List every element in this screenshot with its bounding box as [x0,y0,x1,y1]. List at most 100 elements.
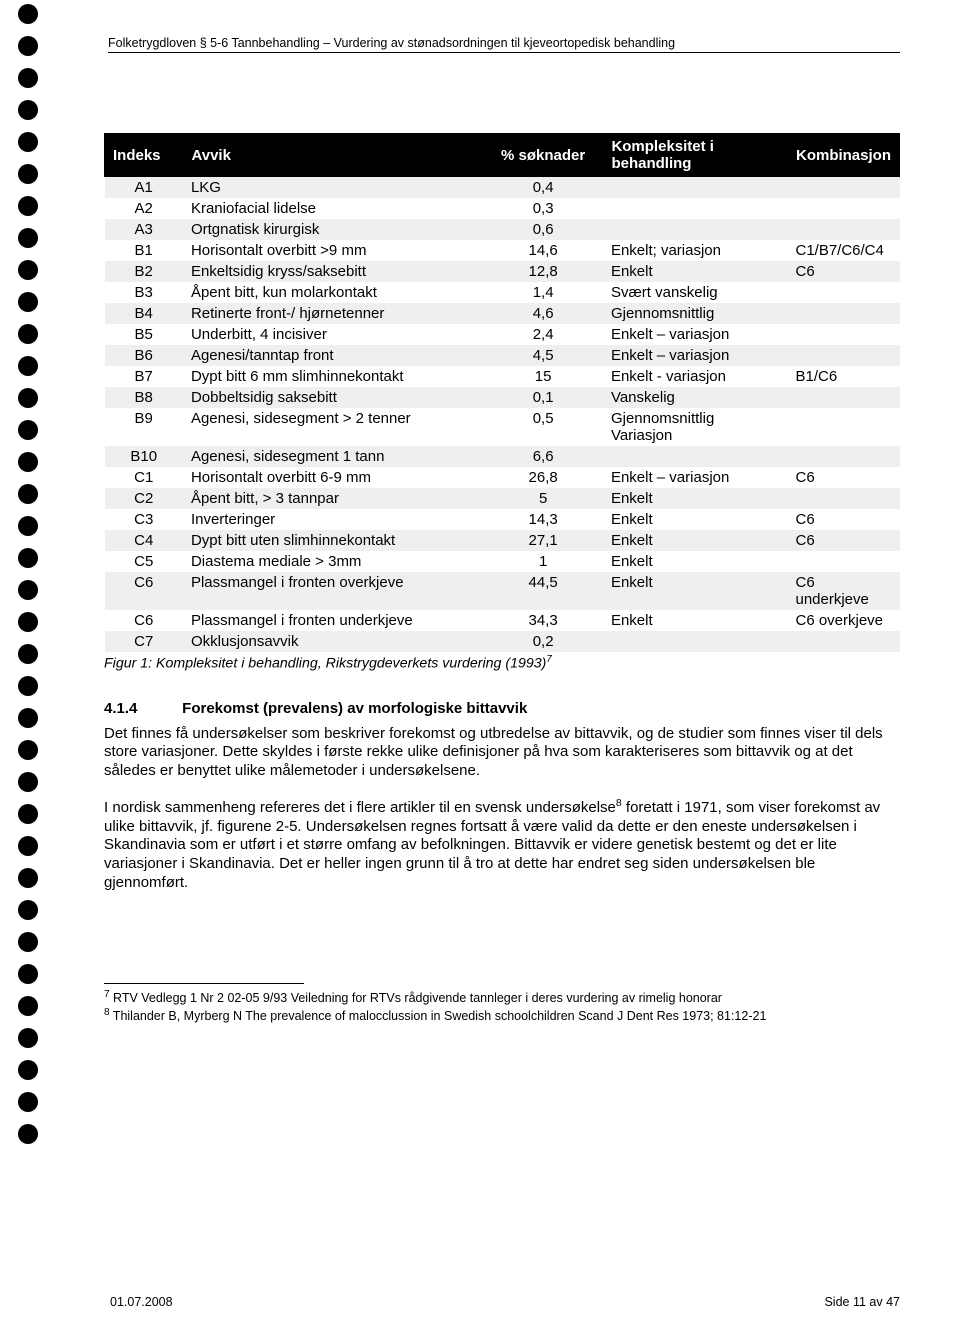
cell-avvik: Agenesi/tanntap front [183,345,483,366]
hole-punch-dot [18,964,38,984]
cell-kompleksitet: Enkelt [603,610,788,631]
table-row: B8Dobbeltsidig saksebitt0,1Vanskelig [105,387,900,408]
paragraph-1: Det finnes få undersøkelser som beskrive… [104,725,900,781]
hole-punch-dot [18,740,38,760]
th-komb: Kombinasjon [787,134,899,177]
page: Folketrygdloven § 5-6 Tannbehandling – V… [0,0,960,1343]
hole-punch-dot [18,772,38,792]
cell-kompleksitet: Enkelt [603,530,788,551]
hole-punch-dot [18,324,38,344]
hole-punch-dot [18,100,38,120]
cell-kompleksitet: Enkelt; variasjon [603,240,788,261]
cell-pct: 14,6 [483,240,603,261]
cell-indeks: C3 [105,509,183,530]
cell-kompleksitet: Enkelt [603,509,788,530]
footer-page: Side 11 av 47 [824,1295,900,1309]
table-row: B1Horisontalt overbitt >9 mm14,6Enkelt; … [105,240,900,261]
cell-kompleksitet [603,198,788,219]
figure-caption-sup: 7 [546,654,552,665]
hole-punch-dot [18,1060,38,1080]
cell-pct: 0,5 [483,408,603,446]
cell-kompleksitet: Enkelt [603,261,788,282]
th-indeks: Indeks [105,134,183,177]
cell-pct: 2,4 [483,324,603,345]
cell-kompleksitet: Enkelt [603,572,788,610]
hole-punch-dot [18,164,38,184]
hole-punch-dot [18,612,38,632]
hole-punch-dot [18,516,38,536]
th-komp: Kompleksitet i behandling [603,134,788,177]
cell-avvik: Ortgnatisk kirurgisk [183,219,483,240]
cell-kompleksitet [603,446,788,467]
footnote-8: 8 Thilander B, Myrberg N The prevalence … [104,1006,900,1024]
cell-pct: 0,1 [483,387,603,408]
cell-kombinasjon: C6 [787,261,899,282]
section-heading: 4.1.4 Forekomst (prevalens) av morfologi… [104,700,900,717]
cell-pct: 15 [483,366,603,387]
table-row: C1Horisontalt overbitt 6-9 mm26,8Enkelt … [105,467,900,488]
cell-avvik: Åpent bitt, kun molarkontakt [183,282,483,303]
hole-punch-dot [18,420,38,440]
cell-kompleksitet: Vanskelig [603,387,788,408]
cell-pct: 6,6 [483,446,603,467]
table-row: A3Ortgnatisk kirurgisk0,6 [105,219,900,240]
cell-avvik: Inverteringer [183,509,483,530]
cell-indeks: C6 [105,610,183,631]
table-row: C7Okklusjonsavvik0,2 [105,631,900,652]
cell-kombinasjon [787,345,899,366]
cell-indeks: B4 [105,303,183,324]
cell-pct: 14,3 [483,509,603,530]
cell-pct: 1,4 [483,282,603,303]
cell-kombinasjon: C6 [787,530,899,551]
cell-indeks: B6 [105,345,183,366]
hole-punch-dot [18,676,38,696]
cell-kompleksitet: Enkelt – variasjon [603,324,788,345]
cell-avvik: Okklusjonsavvik [183,631,483,652]
footnote-8-text: Thilander B, Myrberg N The prevalence of… [110,1009,767,1023]
hole-punch-dots [18,4,38,1144]
table-row: C6Plassmangel i fronten underkjeve34,3En… [105,610,900,631]
cell-kombinasjon [787,488,899,509]
hole-punch-dot [18,68,38,88]
cell-kompleksitet [603,219,788,240]
hole-punch-dot [18,196,38,216]
hole-punch-dot [18,644,38,664]
footer-date: 01.07.2008 [110,1295,173,1309]
table-row: B5Underbitt, 4 incisiver2,4Enkelt – vari… [105,324,900,345]
cell-kombinasjon [787,631,899,652]
cell-avvik: Enkeltsidig kryss/saksebitt [183,261,483,282]
cell-kombinasjon: C6 overkjeve [787,610,899,631]
cell-kombinasjon: C1/B7/C6/C4 [787,240,899,261]
cell-indeks: B3 [105,282,183,303]
hole-punch-dot [18,836,38,856]
cell-indeks: B2 [105,261,183,282]
cell-avvik: Horisontalt overbitt >9 mm [183,240,483,261]
cell-indeks: B1 [105,240,183,261]
cell-pct: 0,4 [483,177,603,199]
cell-kombinasjon [787,177,899,199]
cell-kombinasjon [787,387,899,408]
figure-caption: Figur 1: Kompleksitet i behandling, Riks… [104,654,900,672]
cell-pct: 12,8 [483,261,603,282]
cell-pct: 44,5 [483,572,603,610]
cell-pct: 4,6 [483,303,603,324]
cell-pct: 5 [483,488,603,509]
footnote-rule [104,983,304,984]
hole-punch-dot [18,900,38,920]
cell-kompleksitet: Enkelt [603,488,788,509]
cell-avvik: Underbitt, 4 incisiver [183,324,483,345]
cell-avvik: Dypt bitt 6 mm slimhinnekontakt [183,366,483,387]
paragraph-2a: I nordisk sammenheng refereres det i fle… [104,799,616,816]
table-row: B6Agenesi/tanntap front4,5Enkelt – varia… [105,345,900,366]
hole-punch-dot [18,452,38,472]
cell-pct: 26,8 [483,467,603,488]
footnote-7-text: RTV Vedlegg 1 Nr 2 02-05 9/93 Veiledning… [110,991,722,1005]
cell-kompleksitet: Enkelt [603,551,788,572]
table-row: C3Inverteringer14,3EnkeltC6 [105,509,900,530]
figure-caption-text: Figur 1: Kompleksitet i behandling, Riks… [104,656,546,672]
paragraph-2: I nordisk sammenheng refereres det i fle… [104,797,900,893]
hole-punch-dot [18,804,38,824]
cell-indeks: B10 [105,446,183,467]
cell-indeks: C1 [105,467,183,488]
footnotes: 7 RTV Vedlegg 1 Nr 2 02-05 9/93 Veiledni… [104,983,900,1025]
